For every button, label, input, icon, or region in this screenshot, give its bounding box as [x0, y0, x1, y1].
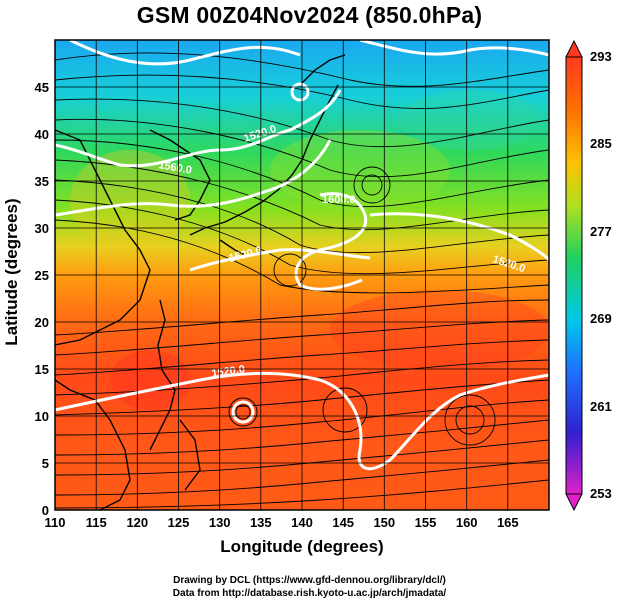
x-tick-label: 165 — [497, 515, 519, 530]
y-axis-label: Latitude (degrees) — [2, 198, 21, 346]
streamlines — [55, 52, 549, 509]
credit-drawing: Drawing by DCL (https://www.gfd-dennou.o… — [173, 575, 446, 586]
geopotential-contours — [55, 40, 549, 471]
colorbar-tick-label: 293 — [590, 49, 612, 64]
colorbar-tick-label: 253 — [590, 486, 612, 501]
coastlines — [55, 54, 346, 510]
x-tick-label: 130 — [209, 515, 231, 530]
colorbar-scale — [565, 56, 583, 495]
y-tick-label: 5 — [42, 456, 49, 471]
x-tick-label: 135 — [250, 515, 272, 530]
y-tick-label: 45 — [35, 80, 49, 95]
x-tick-label: 160 — [456, 515, 478, 530]
x-tick-labels: 110 115 120 125 130 135 140 145 150 155 … — [45, 515, 519, 530]
y-tick-label: 25 — [35, 268, 49, 283]
colorbar-tick-label: 277 — [590, 224, 612, 239]
grid-lines — [55, 40, 549, 510]
x-axis-label: Longitude (degrees) — [220, 537, 384, 556]
colorbar-tick-label: 285 — [590, 136, 612, 151]
y-tick-label: 15 — [35, 362, 49, 377]
x-tick-label: 110 — [45, 515, 66, 530]
colorbar-tick-label: 261 — [590, 399, 612, 414]
y-tick-label: 20 — [35, 315, 49, 330]
colorbar-max-triangle — [565, 39, 583, 58]
colorbar: 253 261 269 277 285 293 — [565, 39, 612, 512]
contour-label: 1560.0 — [157, 159, 192, 177]
contour-label: 1600.0 — [322, 194, 356, 206]
x-tick-label: 145 — [332, 515, 354, 530]
y-tick-label: 0 — [42, 503, 49, 518]
chart-title: GSM 00Z04Nov2024 (850.0hPa) — [136, 2, 483, 28]
x-tick-label: 120 — [126, 515, 148, 530]
y-tick-label: 40 — [35, 127, 49, 142]
credit-data-source: Data from http://database.rish.kyoto-u.a… — [172, 588, 447, 599]
x-tick-label: 125 — [168, 515, 190, 530]
y-tick-label: 10 — [35, 409, 49, 424]
x-tick-label: 115 — [86, 515, 107, 530]
plot-frame — [54, 39, 550, 511]
x-tick-label: 140 — [291, 515, 313, 530]
x-tick-label: 155 — [415, 515, 437, 530]
y-tick-label: 30 — [35, 221, 49, 236]
y-tick-labels: 0 5 10 15 20 25 30 35 40 45 — [35, 80, 49, 518]
y-tick-label: 35 — [35, 174, 49, 189]
x-tick-label: 150 — [373, 515, 395, 530]
colorbar-min-triangle — [565, 493, 583, 512]
colorbar-tick-label: 269 — [590, 311, 612, 326]
